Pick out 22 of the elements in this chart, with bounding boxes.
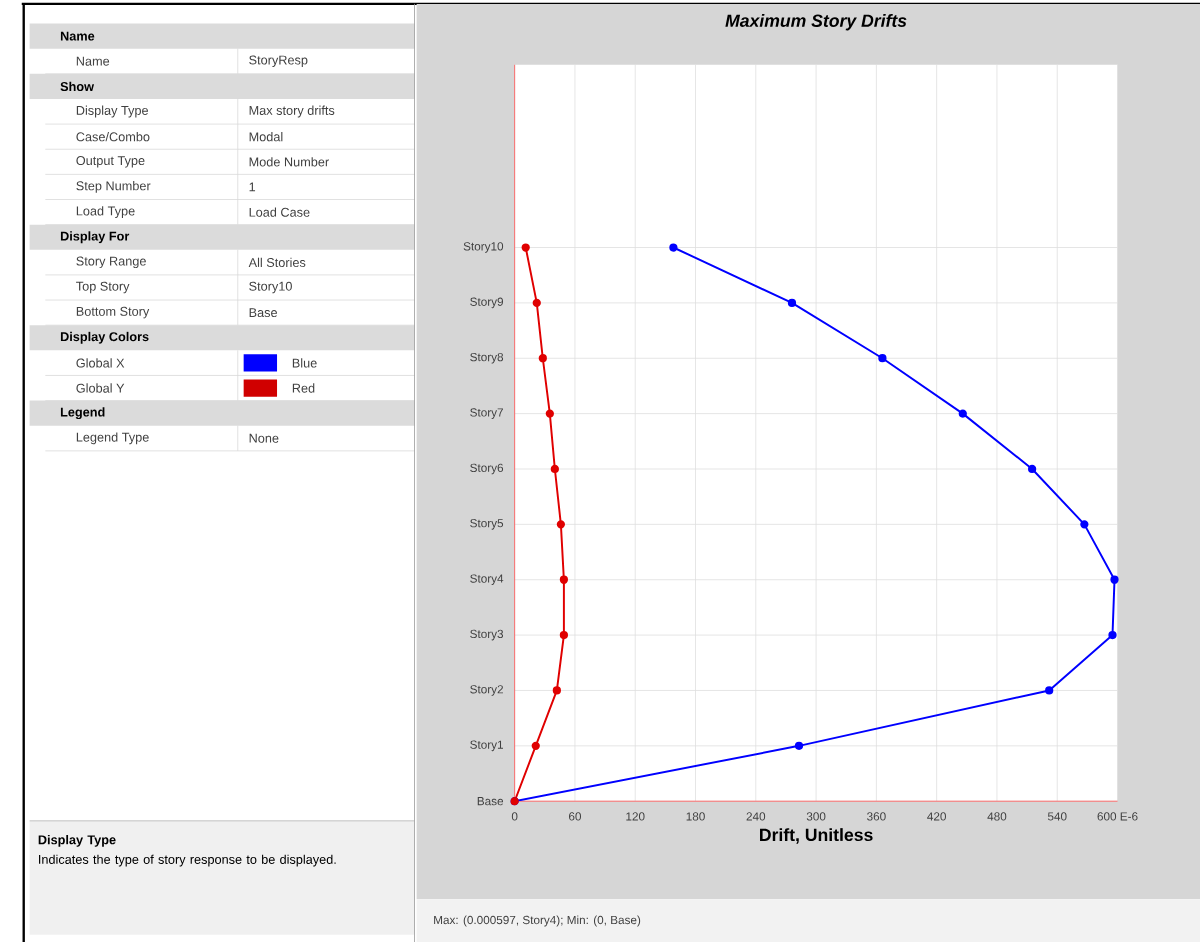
point [669, 243, 678, 252]
point [787, 298, 797, 307]
point [521, 243, 530, 252]
point [1110, 575, 1119, 584]
chart-title: Maximum Story Drifts [725, 13, 907, 31]
point [556, 519, 565, 529]
point [1080, 519, 1089, 529]
point [1028, 464, 1037, 473]
point [878, 353, 887, 363]
point [532, 298, 541, 307]
point [559, 630, 569, 639]
point [550, 464, 559, 473]
point [958, 409, 967, 418]
point [1108, 630, 1117, 639]
point [538, 353, 547, 363]
point [794, 741, 804, 750]
point [545, 409, 554, 418]
point [552, 686, 561, 695]
x-axis-title: Drift, Unitless [760, 827, 873, 844]
point [531, 741, 540, 750]
point [559, 575, 569, 584]
point [1045, 686, 1054, 695]
